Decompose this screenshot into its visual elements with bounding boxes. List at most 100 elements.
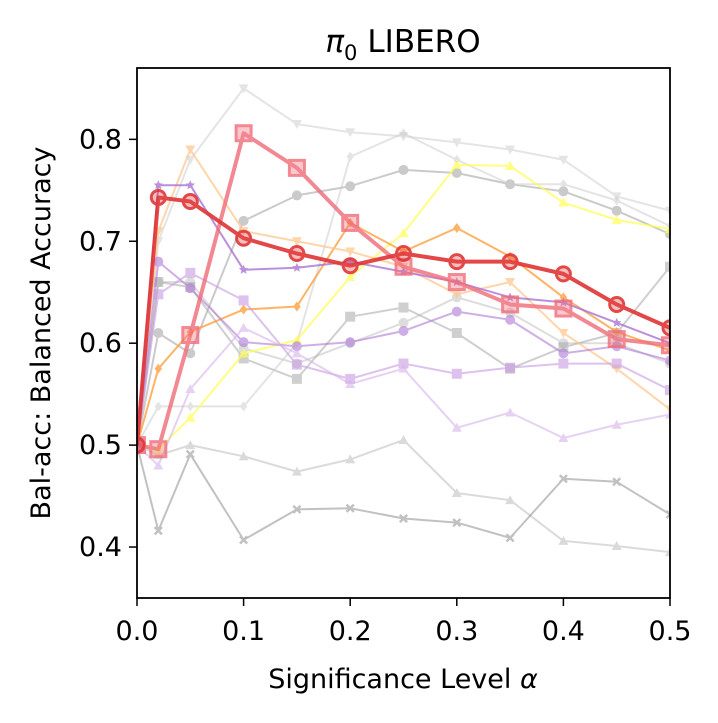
data-point-gray-circle-dark — [153, 328, 164, 338]
data-point-lavender-triangle-up — [665, 409, 670, 419]
data-point-peach-triangle-down — [291, 237, 302, 247]
series-red-circle-big — [137, 188, 670, 454]
data-point-gray-circle-light — [398, 317, 409, 328]
data-point-yellow-triangle-up — [558, 197, 569, 207]
data-point-gray-circle-dark — [558, 186, 569, 197]
data-point-yellow-triangle-up — [345, 271, 356, 281]
data-point-lavender-triangle-up — [611, 419, 622, 429]
data-point-lilac-square — [185, 267, 196, 278]
series-purple-circle — [137, 256, 670, 451]
data-point-gray-triangle-up — [291, 466, 302, 476]
data-point-red-circle-big — [137, 436, 146, 454]
data-point-gray-triangle-down — [238, 84, 249, 94]
y-tick-label: 0.5 — [79, 430, 122, 461]
series-gray-diamond — [137, 128, 670, 451]
data-point-gray-triangle-up — [345, 454, 356, 464]
data-point-gray-x — [665, 509, 670, 519]
data-point-lilac-square — [291, 359, 302, 370]
data-point-lavender-triangle-up — [345, 378, 356, 388]
data-point-red-circle-big — [288, 245, 306, 262]
data-point-pink-square-big — [287, 158, 306, 177]
data-point-lilac-square — [665, 385, 670, 396]
data-point-pink-square-big — [341, 213, 360, 232]
data-point-gray-circle-dark — [398, 164, 409, 175]
data-point-gray-square — [153, 277, 164, 288]
series-line-gray-diamond — [137, 132, 670, 446]
data-point-peach-triangle-down — [505, 278, 516, 288]
data-point-gray-diamond — [154, 401, 163, 412]
data-point-orange-diamond — [154, 363, 163, 374]
data-point-yellow-triangle-up — [665, 224, 670, 234]
y-tick-label: 0.8 — [79, 124, 122, 155]
data-point-gray-triangle-up — [238, 451, 249, 461]
data-point-peach-triangle-down — [558, 329, 569, 338]
data-point-red-circle-big — [235, 229, 253, 247]
data-point-gray-circle-dark — [238, 215, 249, 226]
data-point-purple-star — [292, 262, 302, 272]
data-point-peach-triangle-down — [451, 290, 462, 300]
data-point-gray-triangle-up — [665, 547, 670, 557]
data-point-gray-circle-dark — [291, 190, 302, 201]
data-point-gray-x — [239, 535, 249, 545]
data-point-purple-star — [185, 180, 196, 190]
series-line-lilac-square — [137, 271, 670, 446]
series-line-peach-triangle-down — [137, 148, 670, 446]
series-lavender-triangle-up — [137, 322, 670, 470]
axes: 0.0 0.1 0.2 0.3 0.4 0.5 0.4 0.5 0.6 0.7 0.8 — [79, 67, 692, 647]
x-tick-label: 0.3 — [435, 616, 478, 647]
data-point-gray-square — [238, 353, 249, 364]
data-point-gray-triangle-down — [345, 128, 356, 138]
series-pink-square-big — [137, 124, 670, 459]
data-point-gray-square — [665, 261, 670, 272]
data-point-gray-x — [345, 503, 355, 513]
data-point-gray-square — [451, 328, 462, 338]
data-point-gray-x — [292, 504, 302, 514]
data-point-peach-triangle-down — [345, 247, 356, 257]
data-point-gray-triangle-up — [611, 541, 622, 551]
data-point-lavender-triangle-up — [185, 384, 196, 394]
data-point-purple-circle — [185, 283, 196, 294]
data-point-gray-x — [153, 526, 163, 536]
data-point-lavender-triangle-up — [153, 460, 164, 470]
data-point-pink-square-big — [501, 295, 520, 314]
data-point-purple-star — [238, 264, 249, 274]
series-line-gray-x — [137, 444, 670, 541]
data-point-purple-circle — [153, 256, 164, 267]
data-point-purple-star — [153, 180, 164, 190]
x-tick-label: 0.5 — [649, 616, 692, 647]
data-point-gray-triangle-down — [505, 145, 516, 155]
data-point-gray-triangle-down — [558, 155, 569, 165]
data-point-yellow-triangle-up — [451, 159, 462, 169]
axes-frame — [136, 67, 671, 599]
data-point-lilac-square — [398, 358, 409, 369]
data-point-lilac-square — [153, 289, 164, 300]
series-line-red-circle-big — [137, 195, 670, 446]
data-point-lavender-triangle-up — [451, 422, 462, 432]
series-gray-x — [137, 440, 670, 545]
data-point-gray-square — [291, 373, 302, 384]
data-point-red-circle-big — [608, 295, 626, 313]
data-point-pink-square-big — [554, 299, 573, 318]
series-line-gray-triangle-up — [137, 439, 670, 554]
series-line-yellow-triangle-up — [137, 163, 670, 451]
data-point-lavender-triangle-up — [505, 407, 516, 417]
data-point-gray-x — [558, 474, 568, 484]
data-point-pink-square-big — [661, 336, 670, 355]
data-point-gray-x — [185, 449, 195, 459]
data-point-purple-circle — [665, 355, 670, 366]
data-point-pink-square-big — [447, 273, 466, 292]
data-point-purple-circle — [558, 348, 569, 359]
y-tick-label: 0.6 — [79, 328, 122, 359]
x-tick-label: 0.0 — [116, 616, 159, 647]
series-line-purple-circle — [137, 260, 670, 446]
plot-area — [137, 84, 670, 557]
data-point-pink-square-big — [149, 440, 168, 459]
data-point-pink-square-big — [607, 330, 626, 349]
data-point-gray-x — [452, 518, 462, 528]
y-tick-label: 0.7 — [79, 226, 122, 257]
data-point-gray-x — [399, 514, 408, 523]
data-point-gray-diamond — [346, 151, 354, 162]
data-point-red-circle-big — [181, 193, 199, 211]
data-point-gray-triangle-up — [505, 495, 516, 505]
